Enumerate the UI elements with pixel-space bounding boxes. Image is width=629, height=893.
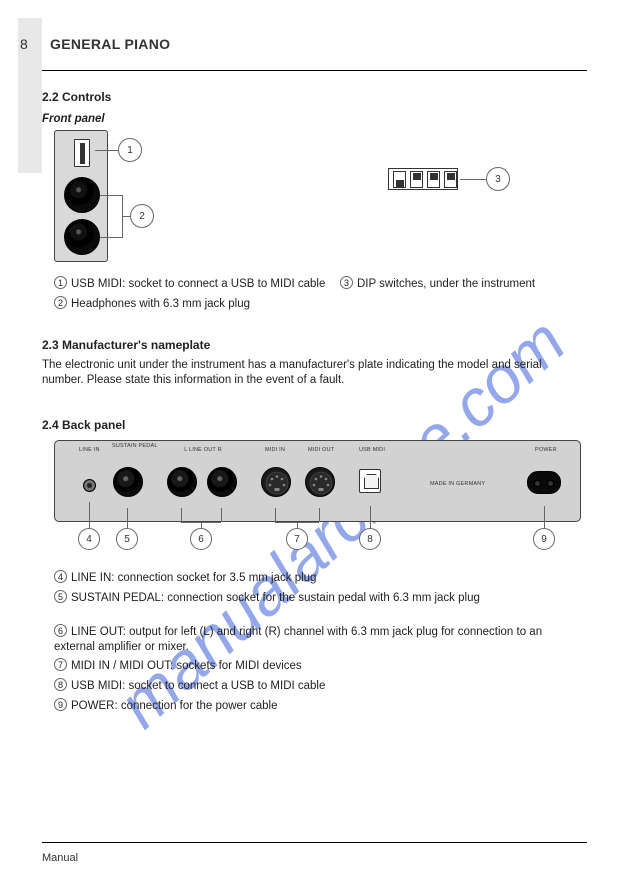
item-text: MIDI IN / MIDI OUT: sockets for MIDI dev… [71,660,302,672]
footer-rule [42,842,587,843]
item-number: 6 [54,624,67,637]
item-text: USB MIDI: socket to connect a USB to MID… [71,278,325,290]
callout-6: 6 [190,528,212,550]
leader-line [95,150,119,151]
label-midi-in: MIDI IN [265,447,285,453]
leader-line [100,237,122,238]
headphone-jack-1-icon [64,177,100,213]
leader-line [221,508,222,522]
page-title: GENERAL PIANO [50,36,170,52]
line-in-jack-icon [83,479,96,492]
item-text: USB MIDI: socket to connect a USB to MID… [71,680,325,692]
callout-8: 8 [359,528,381,550]
line-out-r-jack-icon [207,467,237,497]
page-number: 8 [20,36,28,52]
usb-b-port-icon [359,469,381,493]
item-7-text: 7 MIDI IN / MIDI OUT: sockets for MIDI de… [54,658,574,674]
dip-switch-diagram [388,168,458,190]
leader-line [122,216,130,217]
label-line-in: LINE IN [79,447,100,453]
callout-1: 1 [118,138,142,162]
item-6-text: 6LINE OUT: output for left (L) and right… [54,624,574,654]
leader-line [89,502,90,528]
label-made-in: MADE IN GERMANY [430,481,485,487]
leader-line [100,195,122,196]
item-text: LINE IN: connection socket for 3.5 mm ja… [71,572,316,584]
label-line-out: L LINE OUT R [168,447,238,453]
label-midi-out: MIDI OUT [308,447,334,453]
line-out-l-jack-icon [167,467,197,497]
item-9-text: 9 POWER: connection for the power cable [54,698,574,714]
callout-4: 4 [78,528,100,550]
midi-in-icon [261,467,291,497]
leader-line [544,506,545,528]
item-number: 5 [54,590,67,603]
item-number: 1 [54,276,67,289]
label-power: POWER [535,447,557,453]
item-text: SUSTAIN PEDAL: connection socket for the… [71,592,480,604]
callout-7: 7 [286,528,308,550]
callout-9: 9 [533,528,555,550]
header-rule [42,70,587,71]
item-number: 2 [54,296,67,309]
section-heading-back: 2.4 Back panel [42,418,125,432]
footer-text: Manual [42,852,78,864]
item-text: Headphones with 6.3 mm jack plug [71,298,250,310]
back-panel-diagram: LINE IN SUSTAIN PEDAL L LINE OUT R MIDI … [54,440,581,522]
section-heading-controls: 2.2 Controls [42,90,111,104]
leader-line [181,508,182,522]
item-2-text: 2 Headphones with 6.3 mm jack plug [54,296,250,312]
callout-5: 5 [116,528,138,550]
leader-line [460,179,486,180]
item-number: 7 [54,658,67,671]
item-4-text: 4 LINE IN: connection socket for 3.5 mm j… [54,570,574,586]
section-heading-manufacturer: 2.3 Manufacturer's nameplate [42,338,210,352]
item-number: 9 [54,698,67,711]
item-number: 3 [340,276,353,289]
leader-line [370,506,371,528]
callout-2: 2 [130,204,154,228]
front-panel-title: Front panel [42,112,105,127]
item-1-text: 1 USB MIDI: socket to connect a USB to MI… [54,276,325,292]
label-sustain: SUSTAIN PEDAL [112,443,148,449]
item-8-text: 8 USB MIDI: socket to connect a USB to MI… [54,678,574,694]
item-5-text: 5 SUSTAIN PEDAL: connection socket for th… [54,590,574,606]
leader-line [275,508,276,522]
item-number: 4 [54,570,67,583]
item-text: DIP switches, under the instrument [357,278,535,290]
manufacturer-text: The electronic unit under the instrument… [42,358,582,387]
label-usb: USB MIDI [359,447,385,453]
headphone-jack-2-icon [64,219,100,255]
item-3-text: 3 DIP switches, under the instrument [340,276,535,292]
midi-out-icon [305,467,335,497]
item-text: POWER: connection for the power cable [71,700,277,712]
item-number: 8 [54,678,67,691]
sustain-jack-icon [113,467,143,497]
leader-line [127,508,128,528]
callout-3: 3 [486,167,510,191]
leader-line [319,508,320,522]
usb-a-port-icon [74,139,90,167]
power-socket-icon [527,471,561,494]
item-text: LINE OUT: output for left (L) and right … [54,626,542,653]
